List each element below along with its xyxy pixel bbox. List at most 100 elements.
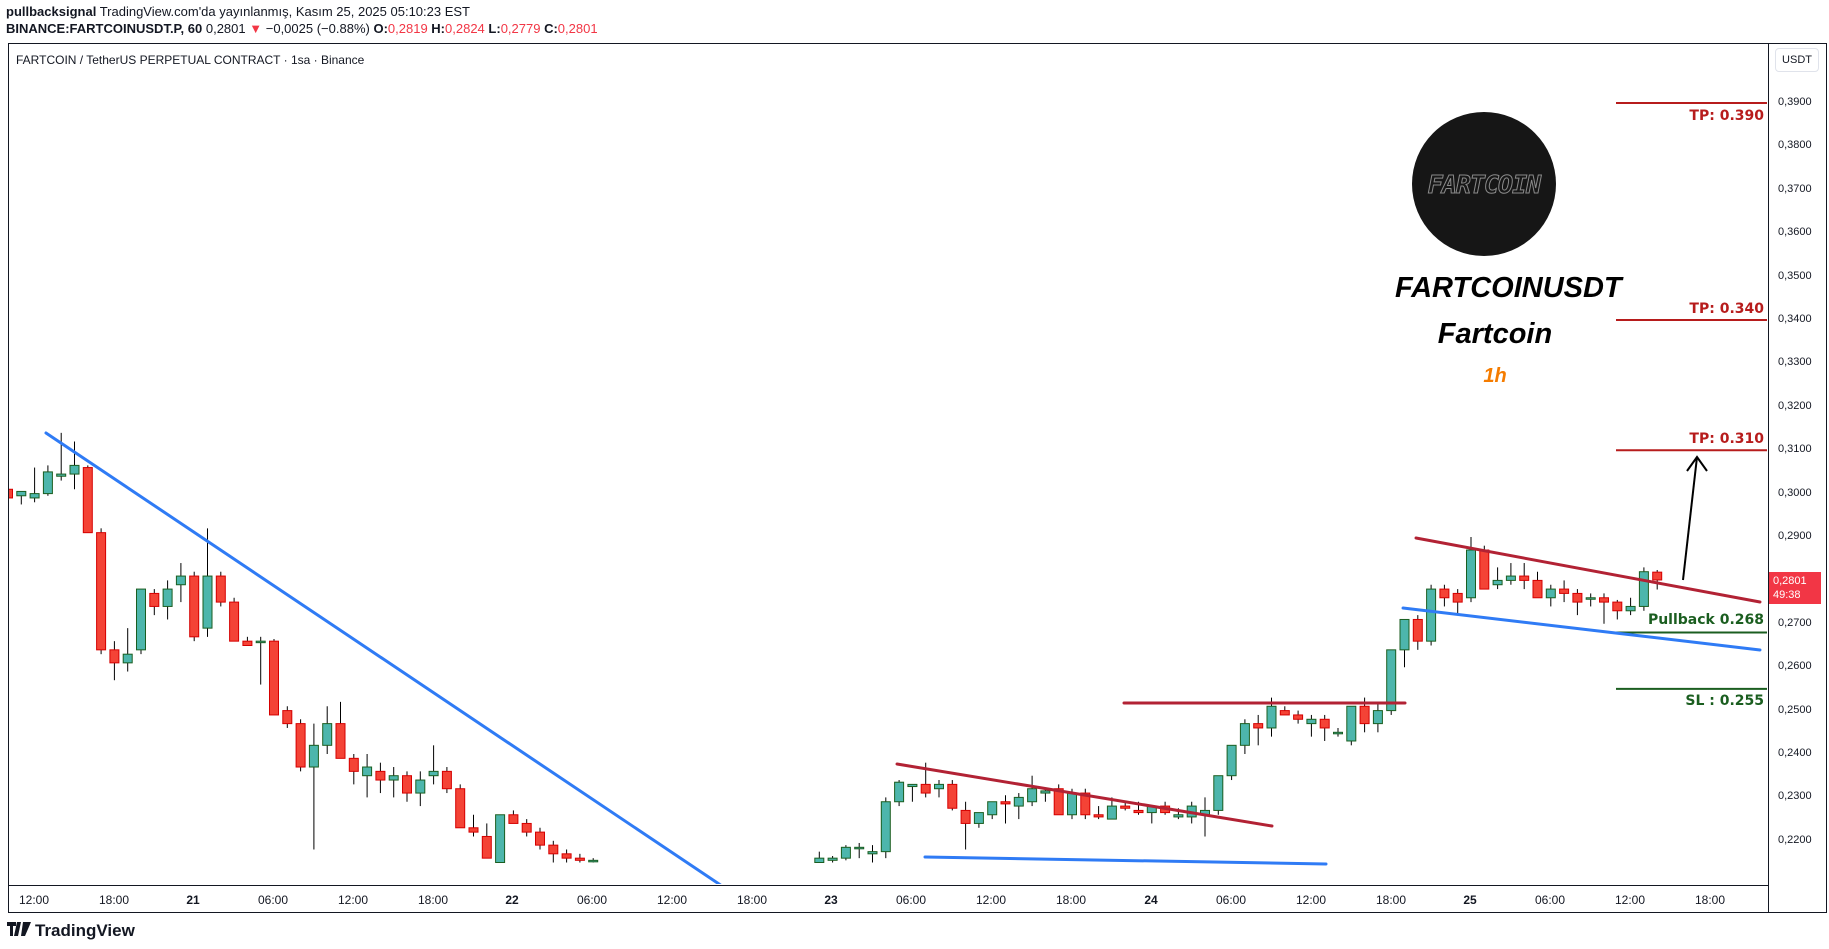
time-tick: 06:00 bbox=[1215, 893, 1247, 907]
time-tick: 06:00 bbox=[895, 893, 927, 907]
candle bbox=[202, 575, 213, 629]
price-axis-divider bbox=[1768, 43, 1769, 913]
candle bbox=[1612, 601, 1623, 612]
candle bbox=[508, 814, 519, 824]
bar-countdown: 49:38 bbox=[1773, 589, 1801, 601]
candle bbox=[229, 601, 240, 642]
candle bbox=[495, 814, 506, 864]
time-tick: 24 bbox=[1144, 893, 1158, 907]
open-label: O: bbox=[373, 21, 388, 36]
candle bbox=[42, 471, 53, 495]
candle bbox=[282, 710, 293, 725]
candle bbox=[1173, 814, 1184, 818]
price-tick: 0,2400 bbox=[1778, 747, 1812, 759]
candle bbox=[1505, 575, 1516, 581]
sl-label: SL : 0.255 bbox=[1685, 693, 1764, 709]
candle bbox=[1226, 744, 1237, 777]
candle bbox=[441, 770, 452, 790]
author-name[interactable]: pullbacksignal bbox=[6, 4, 97, 19]
candle bbox=[1266, 705, 1277, 729]
candle bbox=[136, 588, 146, 651]
low-value: 0,2779 bbox=[500, 21, 541, 36]
candle bbox=[854, 846, 865, 850]
time-tick: 06:00 bbox=[576, 893, 608, 907]
candle bbox=[255, 640, 266, 644]
time-tick: 18:00 bbox=[417, 893, 449, 907]
candle bbox=[348, 757, 359, 772]
candle bbox=[1319, 718, 1330, 729]
chart-frame[interactable] bbox=[8, 43, 1827, 913]
candle bbox=[122, 653, 133, 664]
candle bbox=[1412, 618, 1423, 642]
trendline[interactable] bbox=[1414, 536, 1762, 604]
price-tick: 0,2500 bbox=[1778, 703, 1812, 716]
candle bbox=[1359, 705, 1370, 725]
candle bbox=[1426, 588, 1437, 642]
candle bbox=[1399, 618, 1410, 651]
tv-logo-icon bbox=[7, 921, 31, 941]
time-tick: 18:00 bbox=[736, 893, 768, 907]
candle bbox=[1000, 801, 1011, 805]
time-tick: 22 bbox=[505, 893, 519, 907]
price-tick: 0,3900 bbox=[1778, 96, 1812, 108]
price-tick: 0,3400 bbox=[1778, 313, 1812, 325]
candle bbox=[1239, 723, 1250, 746]
overlay-symbol: FARTCOINUSDT bbox=[1395, 272, 1622, 304]
price-tick: 0,2900 bbox=[1778, 530, 1812, 542]
candle bbox=[1599, 597, 1609, 603]
close-label: C: bbox=[544, 21, 558, 36]
candle bbox=[295, 723, 306, 768]
candle bbox=[468, 827, 479, 833]
close-value: 0,2801 bbox=[557, 21, 598, 36]
candle bbox=[1213, 775, 1224, 811]
candle bbox=[455, 788, 466, 829]
trendline[interactable] bbox=[1401, 606, 1762, 652]
candle bbox=[934, 783, 944, 790]
candle bbox=[920, 783, 931, 794]
candle bbox=[1346, 705, 1357, 742]
candle bbox=[1013, 796, 1024, 807]
arrow-up-icon[interactable] bbox=[1682, 456, 1698, 581]
high-value: 0,2824 bbox=[445, 21, 485, 36]
trendline[interactable] bbox=[923, 855, 1328, 866]
overlay-name: Fartcoin bbox=[1437, 318, 1553, 350]
currency-button[interactable]: USDT bbox=[1775, 48, 1819, 72]
time-tick: 12:00 bbox=[1614, 893, 1646, 907]
time-tick: 06:00 bbox=[257, 893, 289, 907]
trendline[interactable] bbox=[895, 762, 1274, 828]
candle bbox=[82, 467, 93, 534]
candle bbox=[1479, 549, 1490, 590]
candle bbox=[1293, 714, 1304, 720]
time-tick: 23 bbox=[824, 893, 838, 907]
candle bbox=[574, 857, 585, 861]
candle bbox=[308, 744, 319, 768]
candle bbox=[814, 857, 825, 863]
candle bbox=[322, 723, 333, 746]
last-price: 0,2801 bbox=[205, 21, 246, 36]
time-tick: 12:00 bbox=[337, 893, 369, 907]
candle bbox=[1439, 588, 1450, 599]
price-tick: 0,2600 bbox=[1778, 660, 1812, 673]
candle bbox=[69, 464, 80, 475]
chart-title: FARTCOIN / TetherUS PERPETUAL CONTRACT ·… bbox=[16, 53, 365, 67]
candle bbox=[827, 857, 838, 861]
tradingview-brand[interactable]: TradingView bbox=[7, 921, 135, 941]
time-tick: 25 bbox=[1463, 893, 1477, 907]
trendline[interactable] bbox=[44, 431, 722, 886]
candle bbox=[428, 770, 439, 777]
candle bbox=[1572, 592, 1583, 603]
candle bbox=[588, 859, 599, 863]
tp-340-label: TP: 0.340 bbox=[1689, 301, 1764, 317]
candle bbox=[242, 640, 253, 646]
symbol-ohlc-line: BINANCE:FARTCOINUSDT.P, 60 0,2801 ▼ −0,0… bbox=[6, 21, 598, 36]
candle bbox=[1532, 579, 1543, 599]
time-tick: 21 bbox=[186, 893, 200, 907]
candle bbox=[1279, 710, 1290, 716]
candle bbox=[1638, 571, 1649, 607]
time-axis-divider bbox=[8, 885, 1768, 886]
logo-text: FARTCOIN bbox=[1427, 169, 1541, 199]
candle bbox=[548, 844, 559, 855]
candle bbox=[1492, 579, 1503, 586]
candle bbox=[388, 775, 399, 781]
